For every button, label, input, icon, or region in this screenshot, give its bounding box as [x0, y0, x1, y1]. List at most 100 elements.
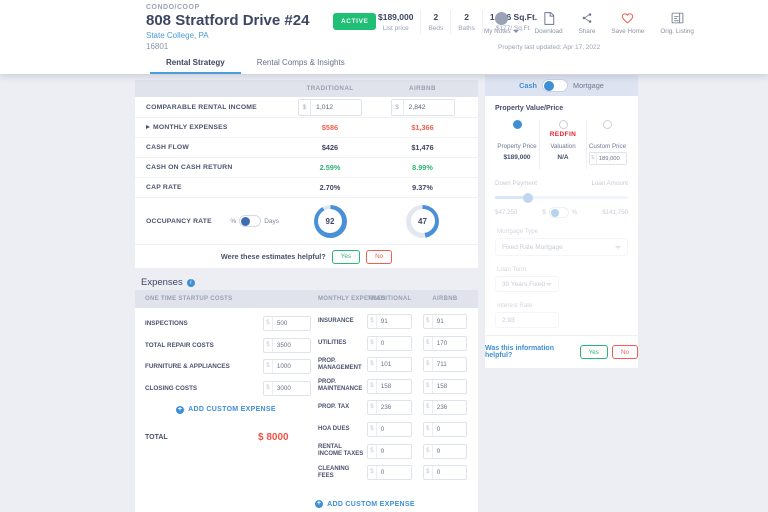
prop-maintenance-airbnb-field[interactable] [432, 382, 466, 390]
prop-tax-airbnb-field[interactable] [432, 404, 466, 412]
expenses-title-text: Expenses [141, 277, 183, 288]
prop-tax-traditional-field[interactable] [376, 404, 411, 412]
utilities-airbnb-input[interactable]: $ [423, 335, 467, 351]
tab-rental-comps[interactable]: Rental Comps & Insights [256, 58, 345, 67]
utilities-traditional-input[interactable]: $ [367, 335, 412, 351]
prop-maintenance-airbnb-input[interactable]: $ [423, 378, 467, 394]
custom-price-input[interactable]: $ [588, 152, 627, 165]
prop-maintenance-traditional-input[interactable]: $ [367, 378, 412, 394]
custom-price-field[interactable] [596, 155, 626, 162]
prop-management-airbnb-field[interactable] [432, 361, 466, 369]
insurance-airbnb-field[interactable] [432, 318, 466, 325]
estimates-yes-button[interactable]: Yes [331, 249, 361, 264]
furniture-input[interactable]: $ [263, 359, 311, 374]
download-button[interactable]: Download [527, 11, 571, 35]
header: CONDO/COOP 808 Stratford Drive #24 State… [0, 0, 768, 74]
rental-taxes-airbnb-field[interactable] [432, 447, 466, 455]
redfin-valuation-label: Valuation [550, 143, 576, 150]
cash-label[interactable]: Cash [519, 81, 537, 90]
prop-tax-traditional-input[interactable]: $ [367, 400, 412, 416]
share-button[interactable]: Share [571, 11, 604, 35]
chevron-down-icon [546, 282, 552, 286]
financing-no-button[interactable]: No [611, 345, 638, 359]
cash-flow-airbnb: $1,476 [411, 143, 434, 152]
closing-costs-field[interactable] [272, 384, 310, 392]
my-notes-button[interactable]: My Notes [476, 11, 527, 35]
orig-listing-button[interactable]: Orig. Listing [652, 11, 702, 35]
cash-mortgage-toggle[interactable] [542, 79, 568, 92]
insurance-traditional-field[interactable] [376, 318, 411, 325]
down-payment-slider[interactable] [495, 192, 628, 203]
cleaning-fees-traditional-input[interactable]: $ [367, 465, 412, 481]
add-custom-expense-monthly-button[interactable]: ADD CUSTOM EXPENSE [265, 500, 465, 508]
rental-taxes-traditional-field[interactable] [376, 447, 411, 455]
plus-circle-icon [176, 405, 185, 414]
insurance-airbnb-input[interactable]: $ [423, 314, 467, 329]
rental-income-traditional-field[interactable] [311, 103, 361, 111]
col-airbnb: AIRBNB [409, 85, 436, 92]
furniture-field[interactable] [272, 363, 310, 370]
repair-costs-input[interactable]: $ [263, 337, 311, 353]
dollar-percent-toggle[interactable] [548, 207, 569, 218]
prop-management-airbnb-input[interactable]: $ [423, 357, 467, 373]
prop-maintenance-traditional-field[interactable] [376, 382, 411, 390]
financing-yes-button[interactable]: Yes [579, 345, 608, 359]
repair-costs-field[interactable] [272, 341, 310, 349]
loan-term-select[interactable]: 30 Years Fixed [495, 276, 559, 292]
mortgage-type-select[interactable]: Fixed Rate Mortgage [495, 238, 628, 256]
estimates-no-button[interactable]: No [366, 249, 393, 264]
prop-management-traditional-field[interactable] [376, 361, 411, 369]
days-unit-label: Days [264, 217, 279, 225]
rental-taxes-airbnb-input[interactable]: $ [423, 443, 467, 459]
percent-unit-label: % [230, 217, 237, 225]
rental-income-traditional-input[interactable]: $ [298, 98, 362, 116]
stat-label: List price [382, 25, 409, 32]
option-redfin-valuation[interactable]: REDFIN Valuation N/A [539, 120, 587, 169]
info-icon[interactable] [186, 278, 195, 287]
row-monthly-expenses[interactable]: MONTHLY EXPENSES $586 $1,366 [135, 118, 478, 138]
rental-income-airbnb-field[interactable] [403, 103, 454, 111]
rental-summary-card: TRADITIONAL AIRBNB COMPARABLE RENTAL INC… [135, 80, 478, 268]
cleaning-fees-traditional-field[interactable] [376, 469, 411, 477]
hoa-dues-airbnb-input[interactable]: $ [423, 421, 467, 437]
radio-property-price[interactable] [512, 120, 522, 129]
radio-redfin[interactable] [558, 120, 568, 129]
add-custom-expense-startup-button[interactable]: ADD CUSTOM EXPENSE [135, 405, 317, 414]
repair-costs-label: TOTAL REPAIR COSTS [145, 341, 214, 349]
prop-tax-airbnb-input[interactable]: $ [423, 400, 467, 416]
slider-thumb[interactable] [523, 192, 534, 203]
utilities-airbnb-field[interactable] [432, 339, 466, 347]
option-custom-price[interactable]: Custom Price $ [587, 120, 628, 169]
inspections-field[interactable] [272, 320, 310, 327]
cleaning-fees-airbnb-field[interactable] [432, 469, 466, 477]
financing-feedback-question: Was this information helpful? [485, 345, 554, 359]
down-payment-value: $47,250 [495, 209, 518, 216]
insurance-traditional-input[interactable]: $ [367, 314, 412, 329]
property-info: CONDO/COOP 808 Stratford Drive #24 State… [146, 4, 309, 51]
rental-income-airbnb-input[interactable]: $ [390, 98, 455, 116]
dollar-sign: $ [368, 358, 377, 372]
save-home-button[interactable]: Save Home [603, 11, 652, 35]
hoa-dues-traditional-field[interactable] [376, 425, 411, 433]
stat-value: 1,066 Sq.Ft. [489, 12, 538, 22]
mortgage-label[interactable]: Mortgage [573, 81, 604, 90]
hoa-dues-airbnb-field[interactable] [432, 425, 466, 433]
percent-days-toggle[interactable] [239, 215, 262, 227]
property-city-link[interactable]: State College, PA [146, 31, 209, 40]
cleaning-fees-airbnb-input[interactable]: $ [423, 465, 467, 481]
rental-income-label: COMPARABLE RENTAL INCOME [146, 103, 257, 111]
dollar-sign: $ [424, 444, 433, 458]
expenses-card: ONE TIME STARTUP COSTS MONTHLY EXPENSES … [135, 290, 478, 512]
utilities-traditional-field[interactable] [376, 339, 411, 347]
hoa-dues-traditional-input[interactable]: $ [367, 421, 412, 437]
prop-management-traditional-input[interactable]: $ [367, 357, 412, 373]
interest-rate-input[interactable]: 2.93 [495, 312, 559, 328]
option-property-price[interactable]: Property Price $189,000 [495, 120, 539, 169]
tab-rental-strategy[interactable]: Rental Strategy [150, 52, 241, 74]
dollar-sign: $ [424, 358, 433, 372]
inspections-input[interactable]: $ [263, 316, 311, 331]
rental-taxes-traditional-input[interactable]: $ [367, 443, 412, 459]
radio-custom-price[interactable] [603, 120, 612, 129]
closing-costs-input[interactable]: $ [263, 380, 311, 396]
stat-sqft: 1,066 Sq.Ft. $177/ Sq.Ft. [481, 10, 544, 34]
